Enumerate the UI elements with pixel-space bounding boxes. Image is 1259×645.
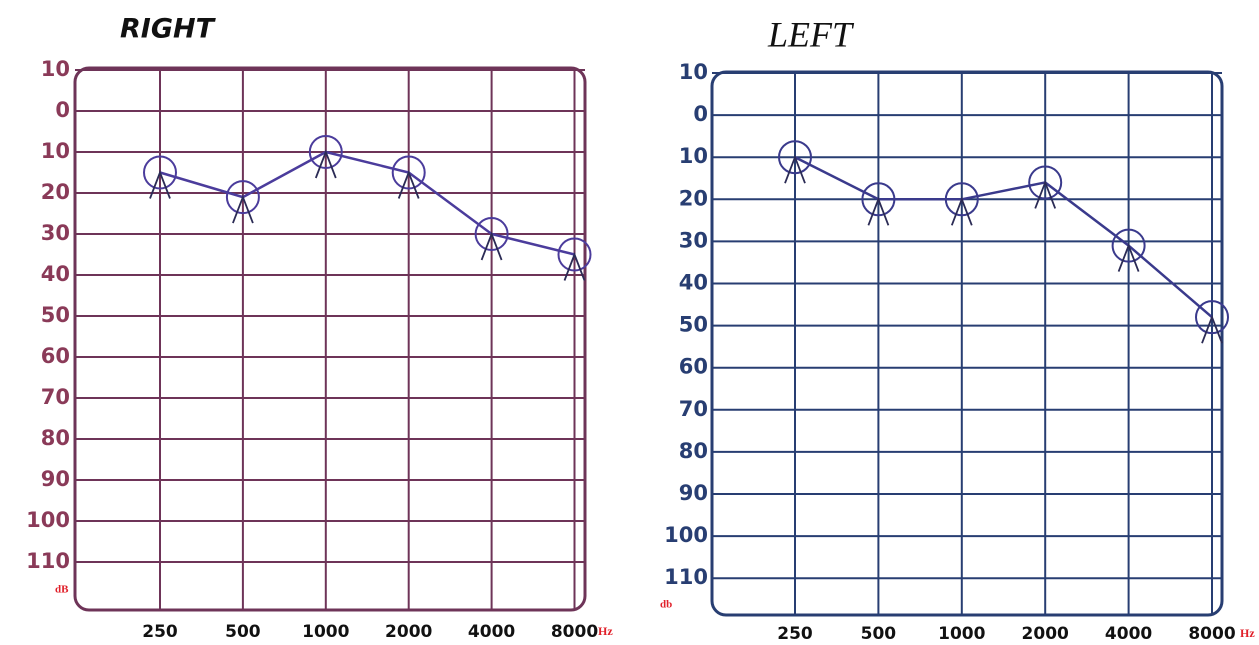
chart-title: LEFT [767,14,855,54]
threshold-line [795,157,1212,317]
y-tick-label: 100 [664,523,708,547]
x-tick-label: 1000 [302,622,349,642]
x-tick-label: 500 [861,624,897,644]
y-tick-label: 70 [41,385,70,409]
y-tick-label: 50 [679,313,708,337]
x-tick-label: 250 [777,624,813,644]
y-tick-label: 0 [693,102,708,126]
y-tick-label: 110 [26,549,70,573]
y-tick-label: 20 [41,180,70,204]
y-tick-label: 10 [41,57,70,81]
x-tick-label: 500 [225,622,261,642]
audiogram-page: RIGHT10010203040506070809010011025050010… [0,0,1259,645]
y-axis-unit: db [660,599,672,611]
y-axis-unit: dB [55,584,69,596]
threshold-line [160,152,575,255]
y-tick-label: 60 [679,355,708,379]
y-tick-label: 90 [41,467,70,491]
y-tick-label: 20 [679,186,708,210]
x-tick-label: 1000 [938,624,985,644]
y-tick-label: 100 [26,508,70,532]
y-tick-label: 70 [679,397,708,421]
plot-frame [712,72,1222,615]
y-tick-label: 50 [41,303,70,327]
y-tick-label: 90 [679,481,708,505]
y-tick-label: 80 [41,426,70,450]
y-tick-label: 110 [664,565,708,589]
y-tick-label: 40 [41,262,70,286]
y-tick-label: 30 [679,228,708,252]
chart-title: RIGHT [120,14,217,45]
x-tick-label: 4000 [468,622,515,642]
x-tick-label: 4000 [1105,624,1152,644]
x-axis-unit: Hz [598,624,613,638]
y-tick-label: 60 [41,344,70,368]
plot-frame [75,68,585,610]
y-tick-label: 10 [679,60,708,84]
y-tick-label: 30 [41,221,70,245]
y-tick-label: 40 [679,271,708,295]
y-tick-label: 10 [41,139,70,163]
y-tick-label: 10 [679,144,708,168]
x-tick-label: 8000 [551,622,598,642]
x-axis-unit: Hz [1240,626,1255,640]
x-tick-label: 250 [142,622,178,642]
y-tick-label: 0 [55,98,70,122]
x-tick-label: 8000 [1188,624,1235,644]
x-tick-label: 2000 [385,622,432,642]
y-tick-label: 80 [679,439,708,463]
x-tick-label: 2000 [1022,624,1069,644]
